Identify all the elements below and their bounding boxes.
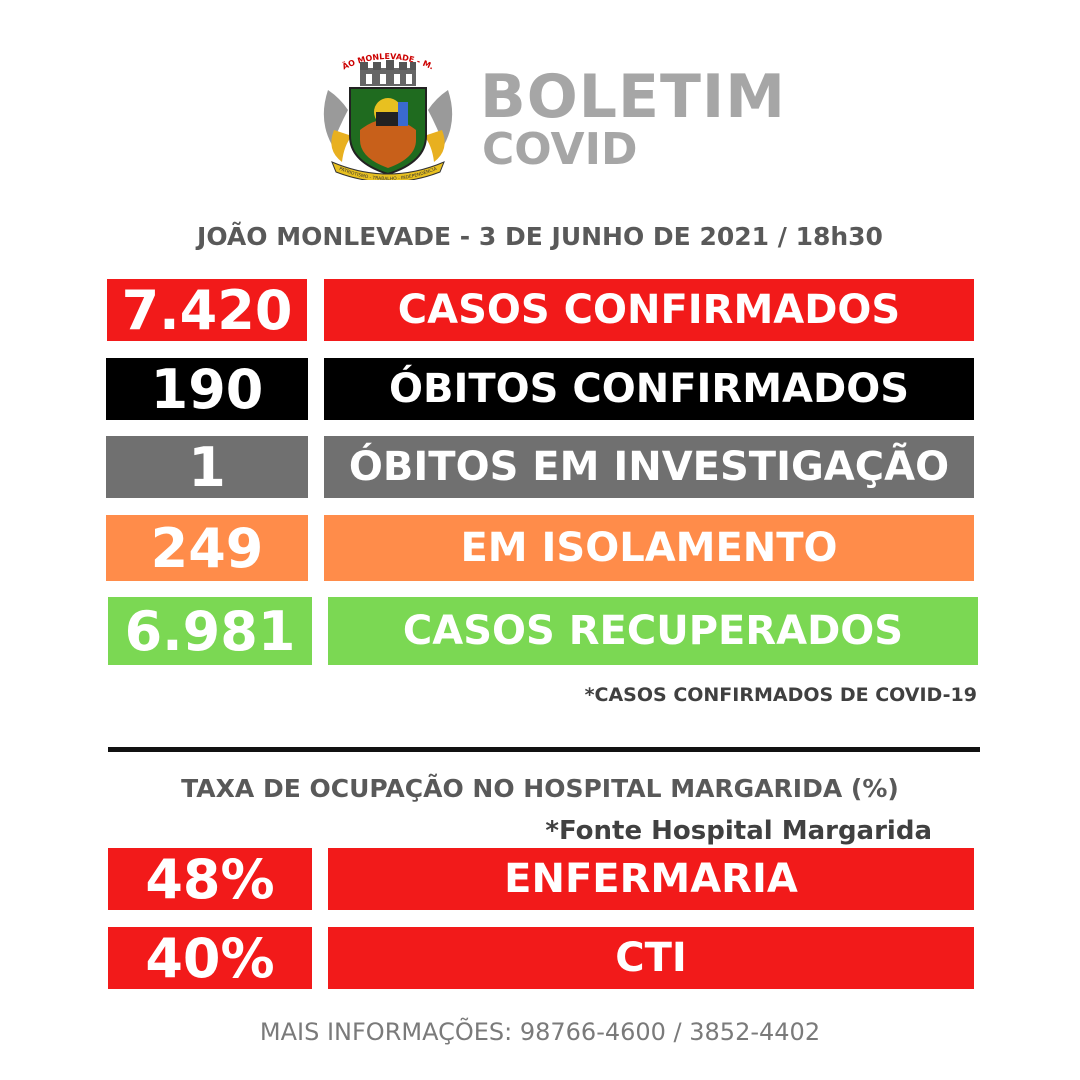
hospital-source-note: *Fonte Hospital Margarida — [545, 816, 932, 846]
bulletin-title: BOLETIM — [480, 62, 786, 132]
hospital-occupancy-title: TAXA DE OCUPAÇÃO NO HOSPITAL MARGARIDA (… — [181, 774, 899, 803]
stat-label-isolation: EM ISOLAMENTO — [324, 515, 974, 581]
stat-label-deaths: ÓBITOS CONFIRMADOS — [324, 358, 974, 420]
stat-value-confirmed: 7.420 — [107, 279, 307, 342]
hospital-label-icu: CTI — [328, 927, 974, 989]
stat-value-recovered: 6.981 — [108, 597, 312, 665]
stat-value-deaths: 190 — [106, 358, 308, 421]
section-divider — [108, 747, 980, 752]
city-crest-logo: JOÃO MONLEVADE - M.G. PATRIOTISMO - TRAB… — [315, 43, 458, 183]
stat-value-investigation: 1 — [106, 436, 308, 499]
location-date: JOÃO MONLEVADE - 3 DE JUNHO DE 2021 / 18… — [197, 222, 883, 251]
stats-footnote: *CASOS CONFIRMADOS DE COVID-19 — [584, 684, 977, 706]
bulletin-subtitle: COVID — [482, 124, 638, 175]
contact-footer: MAIS INFORMAÇÕES: 98766-4600 / 3852-4402 — [259, 1018, 821, 1046]
stat-label-recovered: CASOS RECUPERADOS — [328, 597, 978, 665]
stat-label-investigation: ÓBITOS EM INVESTIGAÇÃO — [324, 436, 974, 498]
stat-value-isolation: 249 — [106, 515, 308, 581]
stat-label-confirmed: CASOS CONFIRMADOS — [324, 279, 974, 341]
hospital-value-ward: 48% — [108, 848, 312, 911]
hospital-label-ward: ENFERMARIA — [328, 848, 974, 910]
hospital-value-icu: 40% — [108, 927, 312, 990]
